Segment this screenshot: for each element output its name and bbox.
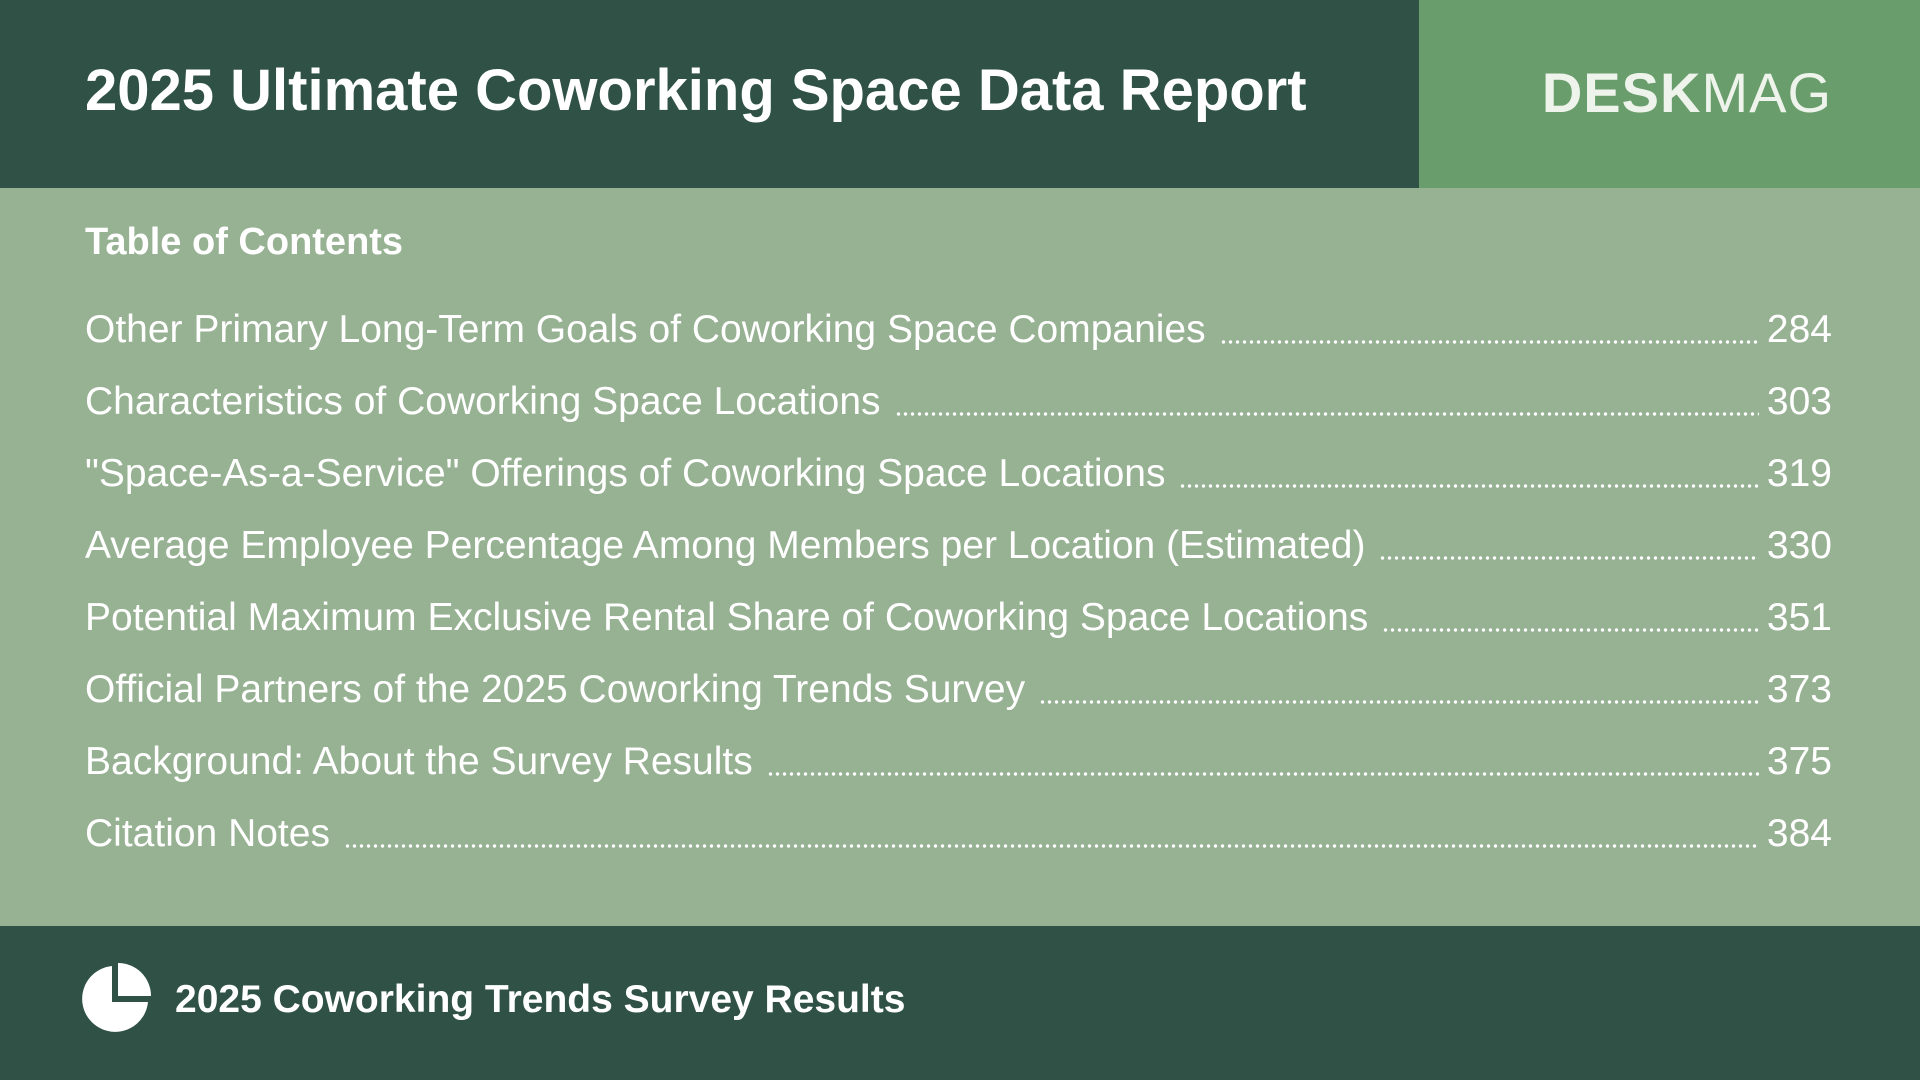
toc-entry[interactable]: Background: About the Survey Results 375: [85, 718, 1832, 790]
toc-entry-page: 384: [1766, 812, 1832, 855]
toc-entry-page: 330: [1766, 524, 1832, 567]
toc-entry-page: 303: [1766, 380, 1832, 423]
toc-entry-title: "Space-As-a-Service" Offerings of Cowork…: [85, 452, 1166, 495]
toc-entry-title: Citation Notes: [85, 812, 330, 855]
dot-leader: [343, 844, 1759, 848]
dot-leader: [894, 412, 1759, 416]
table-of-contents: Table of Contents Other Primary Long-Ter…: [85, 188, 1832, 862]
toc-entry[interactable]: Official Partners of the 2025 Coworking …: [85, 646, 1832, 718]
logo-part-mag: MAG: [1701, 61, 1832, 124]
toc-entry-title: Other Primary Long-Term Goals of Coworki…: [85, 308, 1206, 351]
dot-leader: [1219, 340, 1759, 344]
toc-entry-page: 284: [1766, 308, 1832, 351]
footer-title: 2025 Coworking Trends Survey Results: [175, 978, 906, 1021]
dot-leader: [1379, 556, 1759, 560]
header-bar: 2025 Ultimate Coworking Space Data Repor…: [0, 0, 1920, 188]
toc-entry[interactable]: Citation Notes 384: [85, 790, 1832, 862]
toc-heading: Table of Contents: [85, 221, 404, 263]
toc-entry-title: Official Partners of the 2025 Coworking …: [85, 668, 1026, 711]
toc-entry[interactable]: Other Primary Long-Term Goals of Coworki…: [85, 286, 1832, 358]
toc-entry[interactable]: Average Employee Percentage Among Member…: [85, 502, 1832, 574]
toc-entry-title: Characteristics of Coworking Space Locat…: [85, 380, 881, 423]
toc-list: Other Primary Long-Term Goals of Coworki…: [85, 286, 1832, 862]
dot-leader: [766, 772, 1759, 776]
toc-entry-title: Background: About the Survey Results: [85, 740, 753, 783]
dot-leader: [1382, 628, 1759, 632]
brand-panel: DESKMAG: [1419, 0, 1920, 188]
toc-entry-page: 319: [1766, 452, 1832, 495]
toc-entry[interactable]: "Space-As-a-Service" Offerings of Cowork…: [85, 430, 1832, 502]
logo-part-desk: DESK: [1541, 61, 1702, 124]
deskmag-logo: DESKMAG: [1542, 0, 1832, 188]
dot-leader: [1039, 700, 1759, 704]
toc-entry-page: 375: [1766, 740, 1832, 783]
toc-entry-title: Potential Maximum Exclusive Rental Share…: [85, 596, 1369, 639]
toc-entry[interactable]: Characteristics of Coworking Space Locat…: [85, 358, 1832, 430]
report-title: 2025 Ultimate Coworking Space Data Repor…: [85, 58, 1307, 123]
dot-leader: [1179, 484, 1759, 488]
toc-entry-page: 373: [1766, 668, 1832, 711]
pie-chart-icon: [82, 963, 151, 1032]
footer-bar: [0, 926, 1920, 1080]
toc-entry[interactable]: Potential Maximum Exclusive Rental Share…: [85, 574, 1832, 646]
toc-entry-title: Average Employee Percentage Among Member…: [85, 524, 1366, 567]
toc-entry-page: 351: [1766, 596, 1832, 639]
